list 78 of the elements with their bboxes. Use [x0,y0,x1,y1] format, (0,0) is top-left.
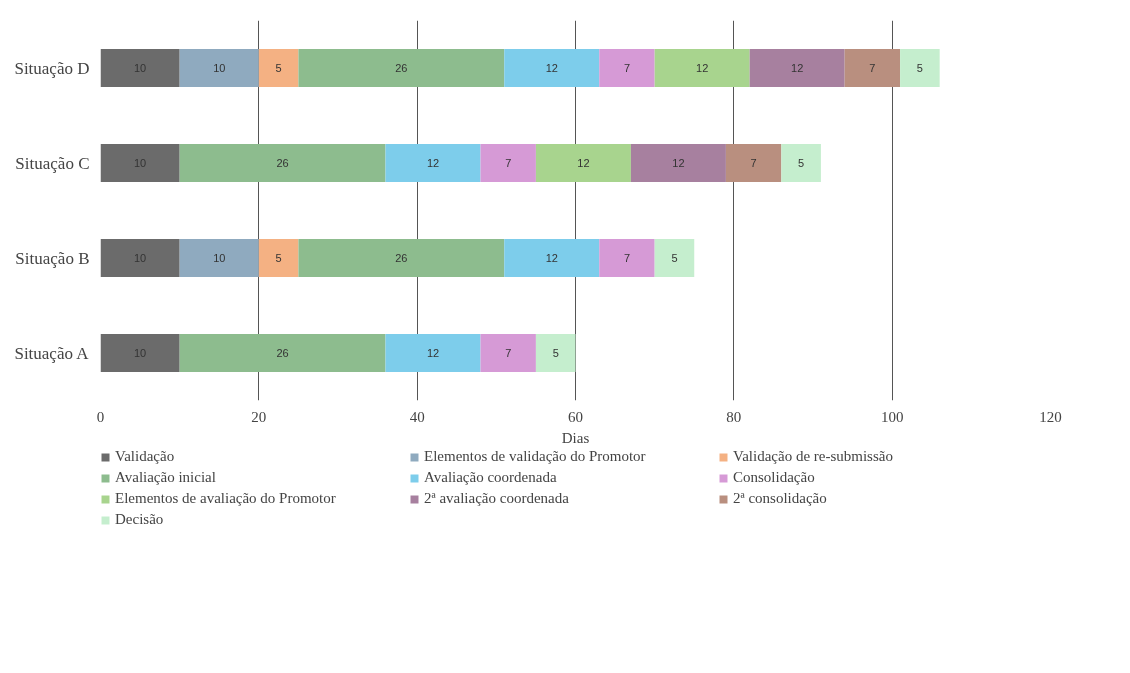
legend-label: Avaliação coordenada [424,469,558,486]
legend-label: Consolidação [733,469,816,486]
bar [100,144,180,182]
legend-label: Validação de re-submissão [733,448,894,465]
data-label: 7 [505,157,512,169]
bar [535,144,631,182]
legend-label: Validação [115,448,176,465]
legend-label: Decisão [115,511,165,528]
bar [179,334,386,372]
bar [100,239,180,277]
data-label: 10 [213,252,226,264]
x-tick-label: 0 [96,408,105,425]
bar [179,239,259,277]
data-label: 12 [545,252,558,264]
bar [844,49,901,87]
data-label: 7 [505,347,512,359]
bar [258,49,299,87]
data-label: 10 [213,62,226,74]
x-tick-label: 60 [568,408,583,425]
bar [725,144,782,182]
x-axis-title: Dias [561,429,590,446]
data-label: 5 [275,62,282,74]
y-tick-label: Situação C [15,153,90,173]
legend-label: Avaliação inicial [115,469,217,486]
bar [480,334,536,372]
data-label: 26 [276,157,289,169]
data-label: 26 [395,62,408,74]
bar [900,49,940,87]
bar [599,239,655,277]
data-label: 5 [798,157,805,169]
data-label: 12 [426,347,440,359]
data-label: 12 [672,157,685,169]
bar [630,144,726,182]
bar [480,144,536,182]
data-label: 26 [395,252,408,264]
bar [100,334,180,372]
bar [385,334,481,372]
bar [504,49,600,87]
bar [385,144,481,182]
bar [258,239,299,277]
bar [535,334,576,372]
data-label: 12 [426,157,440,169]
data-label: 7 [623,62,631,74]
data-label: 12 [577,157,590,169]
data-label: 12 [696,62,709,74]
y-tick-label: Situação B [15,248,90,268]
bar [504,239,600,277]
y-tick-label: Situação A [14,343,90,363]
data-label: 12 [791,62,804,74]
y-tick-label: Situação D [14,58,90,78]
bar [179,144,386,182]
legend-label: Elementos de avaliação do Promotor [115,490,337,507]
data-label: 7 [623,252,631,264]
bar [749,49,845,87]
x-tick-label: 80 [726,408,742,425]
data-label: 5 [916,62,923,74]
bar [654,239,695,277]
legend-label: 2ª avaliação coordenada [424,490,570,507]
bar [179,49,259,87]
bar [298,239,505,277]
x-tick-label: 120 [1039,408,1062,425]
x-tick-label: 100 [880,408,904,425]
data-label: 12 [545,62,558,74]
legend-label: Elementos de validação do Promotor [424,448,647,465]
data-label: 5 [552,347,559,359]
data-label: 5 [671,252,678,264]
data-label: 26 [276,347,289,359]
bar [100,49,180,87]
legend-label: 2ª consolidação [733,490,828,507]
data-label: 7 [750,157,757,169]
bar [298,49,505,87]
x-tick-label: 40 [409,408,425,425]
bar [781,144,821,182]
x-tick-label: 20 [251,408,267,425]
bar [654,49,750,87]
bar [599,49,655,87]
data-label: 7 [869,62,876,74]
data-label: 5 [275,252,282,264]
